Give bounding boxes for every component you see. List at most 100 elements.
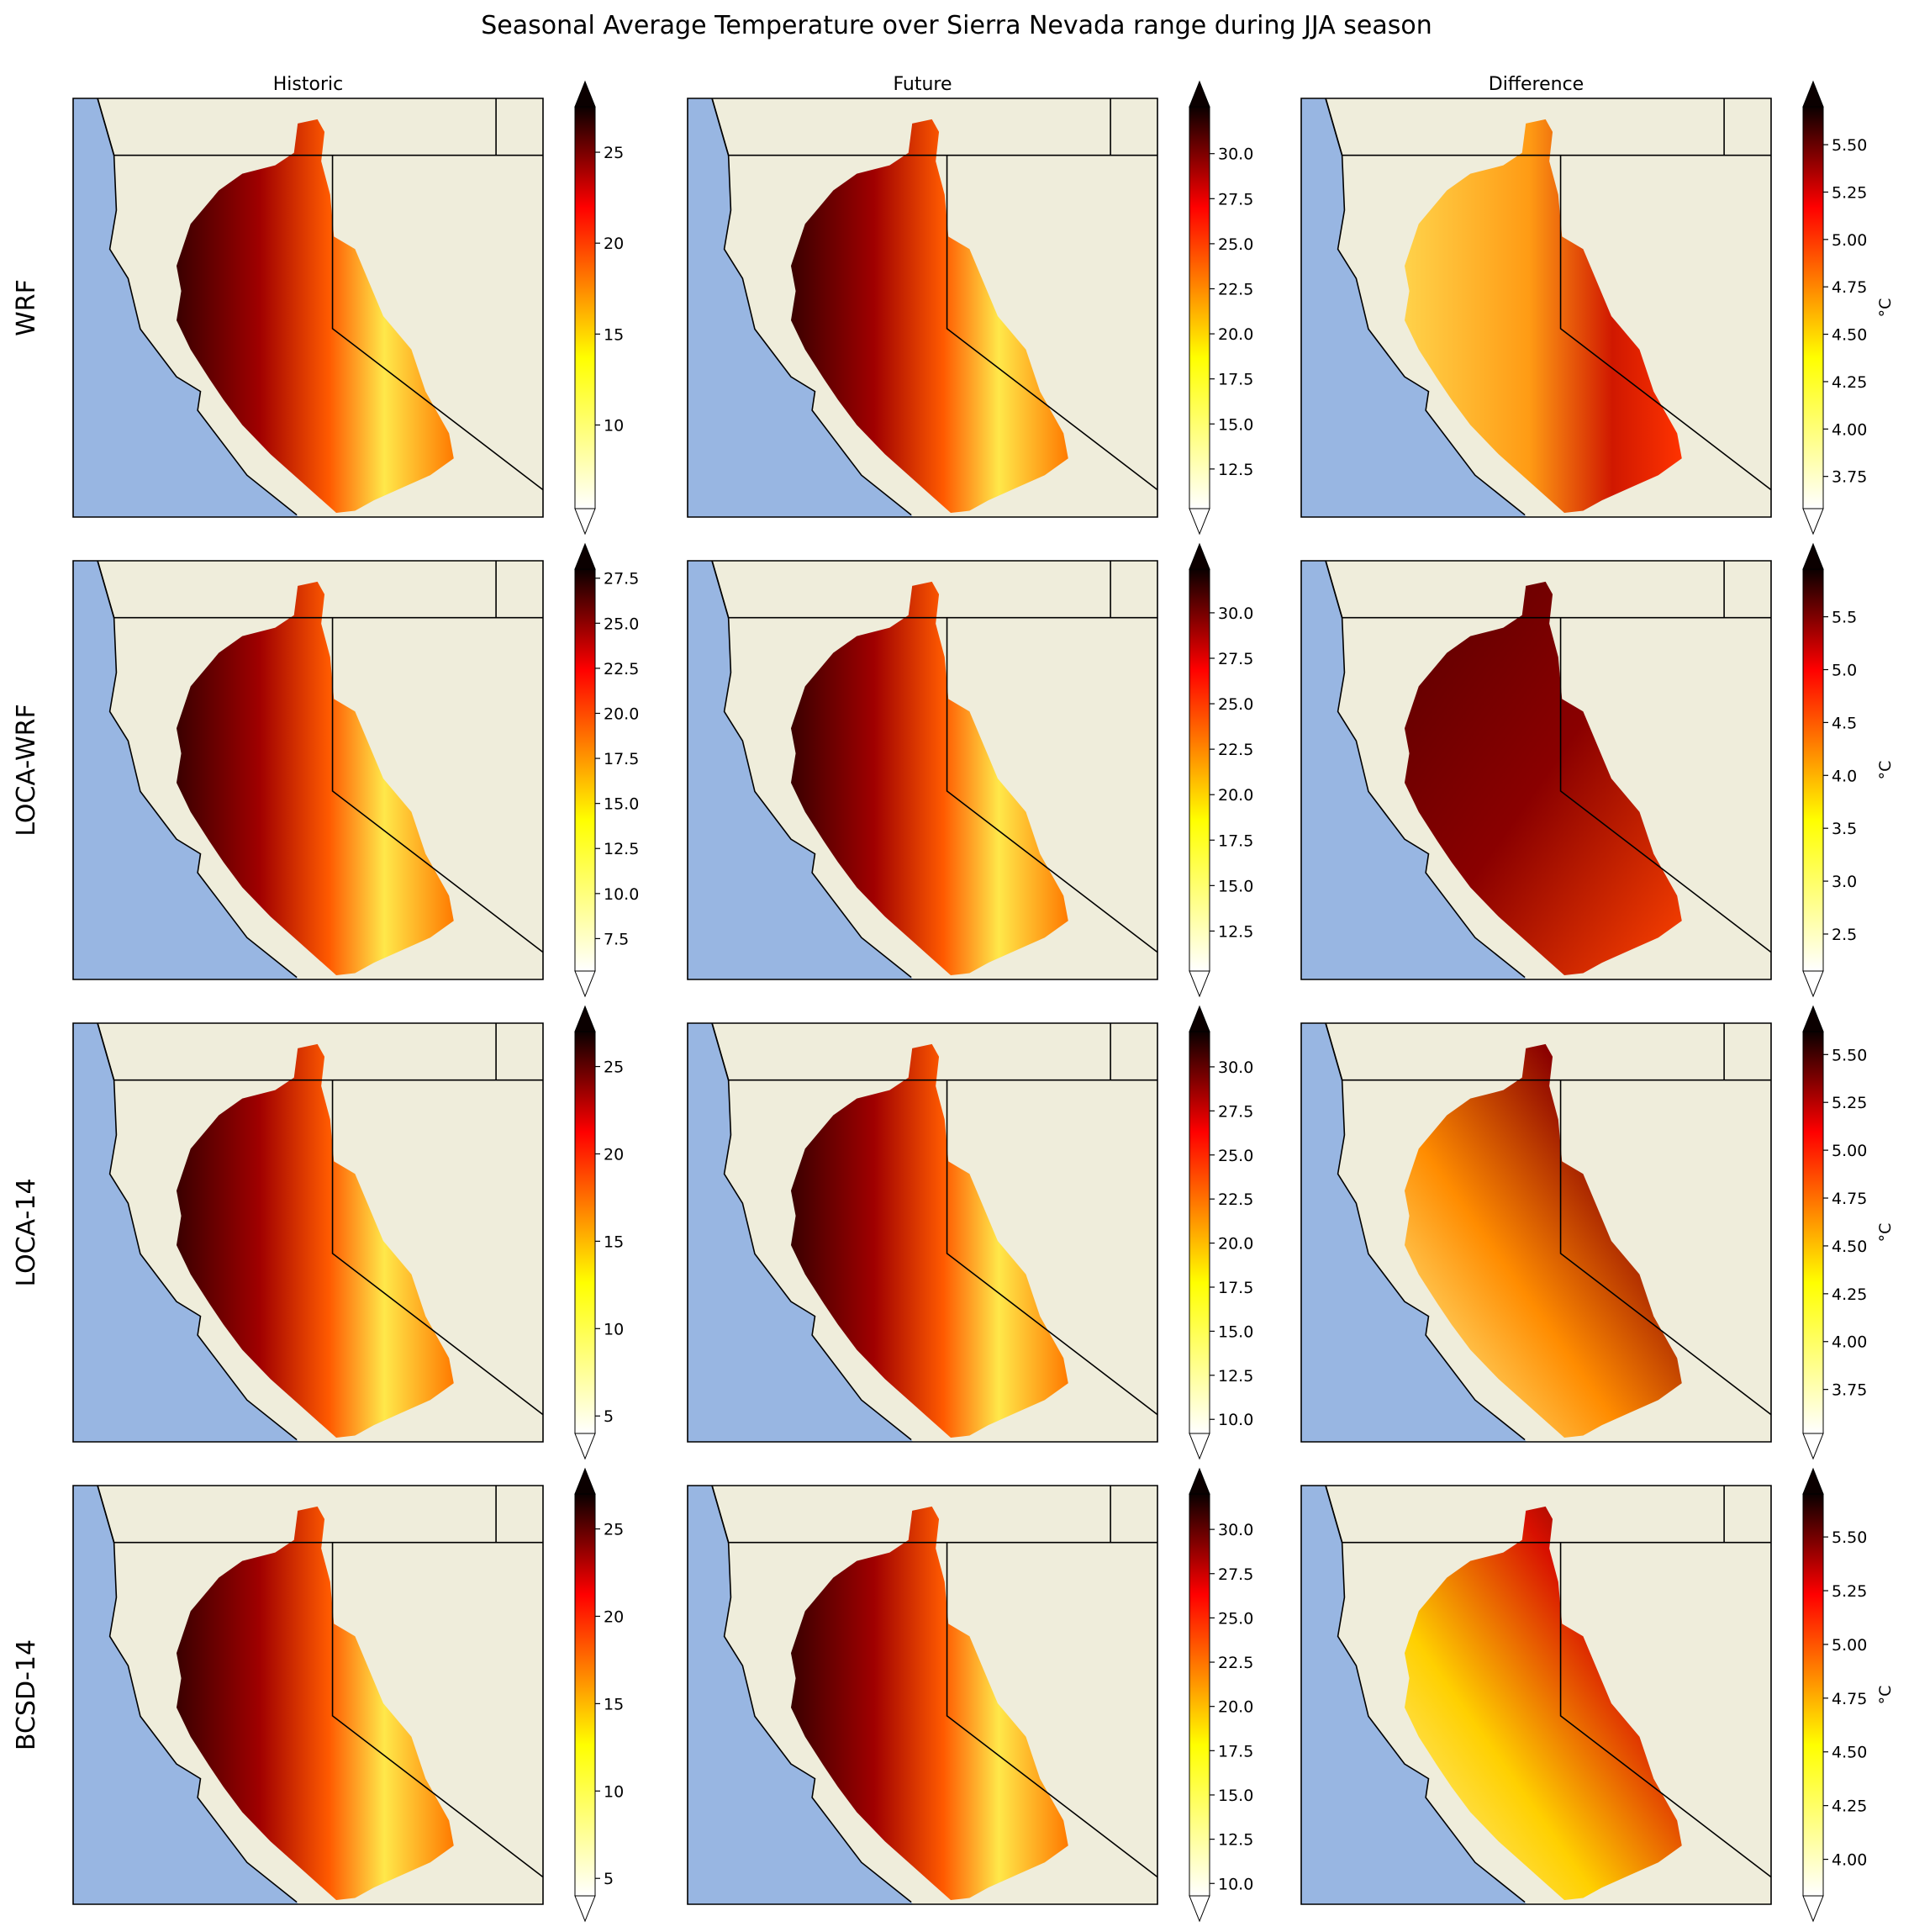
coastline xyxy=(98,561,297,978)
colorbar-tick-label: 4.00 xyxy=(1832,420,1867,439)
coastline xyxy=(1326,1486,1525,1903)
colorbar-unit-label: °C xyxy=(1876,1686,1895,1705)
ocean-area xyxy=(73,1023,299,1442)
temperature-field xyxy=(790,119,1068,514)
colorbar-tick-label: 17.5 xyxy=(1218,371,1253,389)
map-panel: 12.5 15.0 17.5 20.0 22.5 25.0 27.5 30.0 xyxy=(688,544,1253,996)
colorbar-tick-label: 4.25 xyxy=(1832,1797,1867,1816)
coastline xyxy=(98,1023,297,1440)
colorbar-tick-label: 15.0 xyxy=(1218,877,1253,895)
temperature-field xyxy=(176,1043,454,1438)
row-label: WRF xyxy=(12,279,41,336)
colorbar-tick-label: 10 xyxy=(604,1782,624,1801)
temperature-field xyxy=(1404,1506,1682,1901)
coastline xyxy=(1326,98,1525,515)
colorbar-tick-label: 5.0 xyxy=(1832,662,1857,680)
temperature-field xyxy=(1404,1043,1682,1438)
colorbar-tick-label: 10.0 xyxy=(604,885,639,904)
column-title: Historic xyxy=(273,74,343,95)
state-border xyxy=(1561,156,1771,490)
map-panel: 5 10 15 20 25 xyxy=(73,1006,624,1459)
colorbar-tick-label: 25.0 xyxy=(1218,1147,1253,1165)
coastline xyxy=(1326,1023,1525,1440)
colorbar-tick-label: 15 xyxy=(604,1695,624,1713)
colorbar: 12.5 15.0 17.5 20.0 22.5 25.0 27.5 30.0 xyxy=(1189,80,1253,536)
colorbar-tick-label: 12.5 xyxy=(1218,461,1253,479)
map-frame xyxy=(73,561,543,979)
coastline xyxy=(712,1486,911,1903)
ocean-area xyxy=(1301,1023,1527,1442)
colorbar-tick-label: 5.25 xyxy=(1832,183,1867,202)
colorbar-tick-label: 5 xyxy=(604,1407,614,1426)
colorbar-unit-label: °C xyxy=(1876,298,1895,318)
colorbar-tick-label: 27.5 xyxy=(604,570,639,589)
colorbar-tick-label: 4.50 xyxy=(1832,326,1867,345)
colorbar-tick-label: 30.0 xyxy=(1218,1521,1253,1539)
colorbar-tick-label: 10.0 xyxy=(1218,1875,1253,1893)
colorbar-extend-max xyxy=(574,1005,596,1032)
colorbar-tick-label: 20.0 xyxy=(1218,786,1253,805)
colorbar-extend-min xyxy=(1189,508,1210,536)
colorbar-tick-label: 25.0 xyxy=(1218,235,1253,254)
colorbar-tick-label: 27.5 xyxy=(1218,1102,1253,1121)
colorbar-tick-label: 4.75 xyxy=(1832,1190,1867,1208)
state-border xyxy=(333,1543,543,1877)
colorbar-extend-min xyxy=(1802,508,1824,536)
temperature-field xyxy=(790,1043,1068,1438)
map-frame xyxy=(688,1486,1157,1904)
colorbar-tick-label: 4.75 xyxy=(1832,1690,1867,1708)
colorbar-extend-max xyxy=(1189,542,1210,570)
colorbar-tick-label: 20 xyxy=(604,1145,624,1164)
colorbar: 4.00 4.25 4.50 4.75 5.00 5.25 5.50 °C xyxy=(1802,1467,1895,1923)
ocean-area xyxy=(73,561,299,979)
map-frame xyxy=(1301,1486,1771,1904)
ocean-area xyxy=(688,1023,914,1442)
colorbar-tick-label: 5.50 xyxy=(1832,1046,1867,1064)
colorbar-tick-label: 15.0 xyxy=(1218,415,1253,434)
colorbar-extend-max xyxy=(1802,542,1824,570)
colorbar-tick-label: 22.5 xyxy=(1218,1654,1253,1672)
temperature-field xyxy=(176,119,454,514)
column-title: Future xyxy=(893,74,952,95)
colorbar-extend-min xyxy=(574,508,596,536)
colorbar-tick-label: 4.25 xyxy=(1832,373,1867,392)
map-panel: 2.5 3.0 3.5 4.0 4.5 5.0 5.5 °C xyxy=(1301,544,1895,996)
colorbar-tick-label: 15.0 xyxy=(1218,1322,1253,1341)
colorbar-tick-label: 5.25 xyxy=(1832,1582,1867,1601)
state-border xyxy=(947,156,1157,490)
state-border xyxy=(947,618,1157,953)
state-border xyxy=(947,1080,1157,1415)
colorbar: 10.0 12.5 15.0 17.5 20.0 22.5 25.0 27.5 30.0 xyxy=(1189,1467,1253,1923)
colorbar-tick-label: 27.5 xyxy=(1218,650,1253,668)
colorbar-extend-min xyxy=(1802,970,1824,998)
colorbar-unit-label: °C xyxy=(1876,761,1895,780)
colorbar: 2.5 3.0 3.5 4.0 4.5 5.0 5.5 °C xyxy=(1802,542,1895,998)
coastline xyxy=(98,1486,297,1903)
ocean-area xyxy=(73,98,299,517)
chart-title: Seasonal Average Temperature over Sierra… xyxy=(481,11,1432,40)
colorbar-tick-label: 4.25 xyxy=(1832,1285,1867,1304)
colorbar-tick-label: 5.00 xyxy=(1832,1142,1867,1160)
colorbar-tick-label: 25 xyxy=(604,1058,624,1077)
state-border xyxy=(333,618,543,953)
map-panel: 10.0 12.5 15.0 17.5 20.0 22.5 25.0 27.5 30.0 xyxy=(688,1469,1253,1921)
colorbar: 7.5 10.0 12.5 15.0 17.5 20.0 22.5 25.0 27.5 xyxy=(574,542,639,998)
colorbar-tick-label: 30.0 xyxy=(1218,604,1253,623)
colorbar-extend-min xyxy=(574,970,596,998)
map-frame xyxy=(73,1486,543,1904)
colorbar: 3.75 4.00 4.25 4.50 4.75 5.00 5.25 5.50 °C xyxy=(1802,1005,1895,1460)
colorbar-tick-label: 22.5 xyxy=(604,660,639,678)
state-border xyxy=(333,156,543,490)
map-panel: 5 10 15 20 25 xyxy=(73,1469,624,1921)
colorbar-tick-label: 27.5 xyxy=(1218,1565,1253,1584)
map-panel: 7.5 10.0 12.5 15.0 17.5 20.0 22.5 25.0 27.5 xyxy=(73,544,639,996)
colorbar-tick-label: 20.0 xyxy=(1218,325,1253,344)
map-frame xyxy=(1301,561,1771,979)
state-border xyxy=(947,1543,1157,1877)
colorbar-tick-label: 4.00 xyxy=(1832,1333,1867,1352)
colorbar-extend-max xyxy=(1189,1467,1210,1495)
coastline xyxy=(712,561,911,978)
row-labels: WRF LOCA-WRF LOCA-14 BCSD-14 xyxy=(12,279,41,1750)
column-titles: Historic Future Difference xyxy=(273,74,1584,95)
